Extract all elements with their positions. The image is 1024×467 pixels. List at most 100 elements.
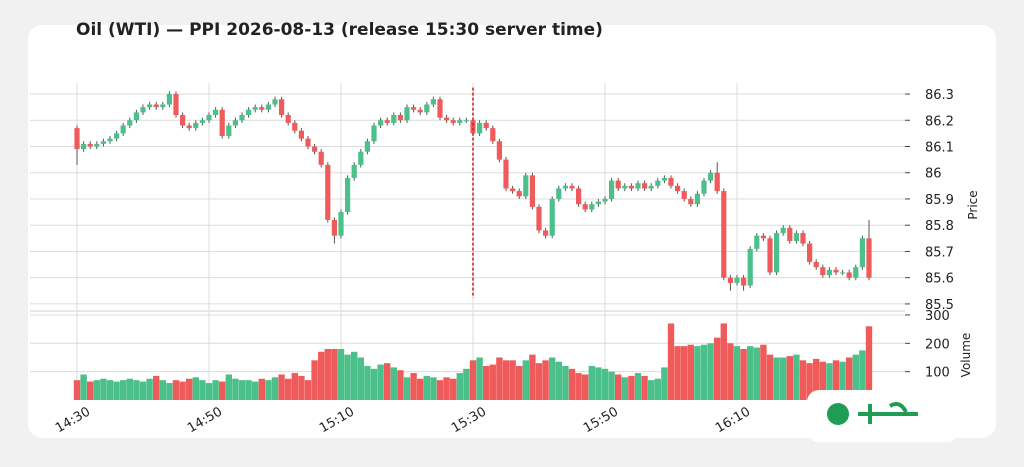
- volume-axis-label: Volume: [959, 333, 973, 378]
- logo: [807, 390, 959, 442]
- volume-bar: [153, 375, 160, 400]
- candle-body: [714, 172, 720, 192]
- candle-body: [107, 138, 113, 142]
- candle-body: [166, 94, 172, 105]
- volume-bar: [456, 373, 463, 400]
- candle-body: [120, 125, 126, 134]
- candle-body: [246, 109, 252, 116]
- volume-bar: [410, 373, 417, 400]
- plot-area: 85.5 85.6 85.7 85.8 85.9 86 86.1 86.2 86.3 100 200…: [30, 83, 954, 436]
- volume-bar: [733, 346, 741, 400]
- candle-body: [232, 120, 238, 126]
- volume-bar: [166, 382, 173, 400]
- volume-bar: [331, 348, 338, 400]
- volume-bar: [694, 346, 701, 400]
- candle-body: [569, 185, 575, 189]
- candle-body: [859, 238, 865, 268]
- candle-body: [780, 227, 786, 234]
- volume-bar: [582, 374, 589, 400]
- volume-bar: [469, 360, 477, 400]
- y-tick-label: 85.6: [925, 272, 954, 287]
- volume-bar: [423, 375, 430, 400]
- volume-bar: [384, 363, 391, 400]
- volume-bar: [819, 361, 826, 400]
- volume-bar: [839, 361, 846, 400]
- volume-bar: [245, 380, 252, 400]
- volume-bar: [120, 380, 127, 400]
- candle-body: [345, 177, 351, 213]
- candle-body: [655, 180, 661, 186]
- candle-body: [840, 272, 846, 274]
- candle-body: [180, 115, 186, 126]
- volume-bar: [436, 380, 444, 400]
- volume-bar: [113, 381, 120, 400]
- volume-bar: [549, 357, 556, 400]
- volume-bar: [568, 368, 576, 400]
- candle-body: [589, 204, 595, 210]
- volume-bar: [126, 378, 133, 400]
- candle-body: [160, 104, 166, 108]
- candle-body: [490, 128, 496, 142]
- candle-body: [114, 133, 120, 139]
- candle-body: [727, 277, 733, 283]
- y-tick-label: 85.7: [925, 245, 954, 260]
- candle-body: [437, 99, 443, 118]
- candle-body: [734, 277, 740, 283]
- y-tick-label: 86.2: [925, 114, 954, 129]
- candle-body: [364, 141, 370, 152]
- volume-bar: [687, 344, 694, 400]
- volume-bar: [852, 354, 859, 400]
- candle-body: [760, 235, 766, 239]
- volume-bar: [562, 365, 569, 400]
- volume-bar: [364, 365, 371, 400]
- volume-bar: [278, 374, 285, 400]
- candle-body: [576, 188, 582, 205]
- logo-mark: [858, 402, 918, 424]
- candle-body: [470, 120, 476, 134]
- candle-body: [285, 115, 291, 123]
- volume-bar: [720, 323, 727, 400]
- candle-body: [529, 175, 535, 207]
- candle-body: [371, 125, 377, 142]
- candle-body: [516, 191, 522, 197]
- candle-body: [199, 120, 205, 123]
- volume-bar: [390, 367, 397, 400]
- volume-bar: [799, 360, 807, 400]
- volume-bar: [753, 347, 760, 400]
- candle-body: [846, 272, 852, 278]
- volume-bar: [780, 357, 787, 400]
- volume-tick-label: 100: [925, 366, 950, 381]
- volume-bar: [463, 368, 470, 400]
- candle-body: [457, 120, 463, 123]
- candle-body: [318, 151, 324, 165]
- volume-bar: [476, 357, 483, 400]
- volume-bar: [740, 348, 747, 400]
- candle-body: [628, 185, 634, 189]
- volume-bar: [311, 360, 318, 400]
- candle-body: [615, 180, 621, 189]
- volume-bar: [73, 380, 81, 400]
- candle-body: [642, 183, 648, 189]
- volume-bar: [159, 380, 166, 400]
- volume-bar: [87, 381, 94, 400]
- volume-bar: [258, 378, 265, 400]
- volume-bar: [661, 367, 668, 400]
- candle-body: [140, 107, 146, 113]
- candle-body: [444, 117, 450, 121]
- volume-bar: [621, 377, 628, 400]
- candle-body: [793, 233, 799, 241]
- volume-bar: [291, 373, 298, 400]
- volume-bar: [654, 378, 661, 400]
- candle-body: [272, 99, 278, 105]
- volume-bar: [351, 351, 358, 400]
- volume-bar: [700, 344, 708, 400]
- candle-body: [708, 172, 714, 181]
- candle-body: [754, 235, 760, 249]
- volume-bar: [146, 378, 153, 400]
- volume-bar: [555, 361, 562, 400]
- candle-body: [397, 115, 403, 121]
- candle-body: [424, 104, 430, 113]
- volume-bar: [403, 377, 411, 400]
- candle-body: [556, 188, 562, 199]
- volume-bar: [865, 326, 873, 400]
